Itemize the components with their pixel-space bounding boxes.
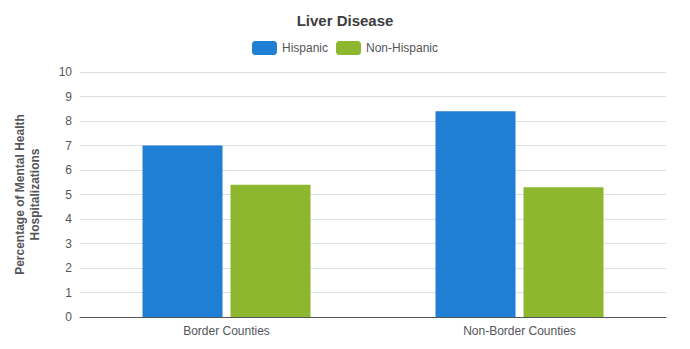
svg-text:7: 7 bbox=[65, 139, 72, 153]
svg-text:Liver Disease: Liver Disease bbox=[297, 12, 394, 29]
svg-text:1: 1 bbox=[65, 286, 72, 300]
svg-text:5: 5 bbox=[65, 188, 72, 202]
svg-text:4: 4 bbox=[65, 212, 72, 226]
svg-text:3: 3 bbox=[65, 237, 72, 251]
svg-text:Border Counties: Border Counties bbox=[183, 324, 270, 338]
svg-text:2: 2 bbox=[65, 261, 72, 275]
svg-text:Hispanic: Hispanic bbox=[282, 41, 328, 55]
svg-text:9: 9 bbox=[65, 90, 72, 104]
svg-text:Percentage of Mental Health: Percentage of Mental Health bbox=[13, 114, 27, 275]
svg-text:Non-Border Counties: Non-Border Counties bbox=[463, 324, 576, 338]
svg-text:Hospitalizations: Hospitalizations bbox=[28, 148, 42, 240]
svg-text:8: 8 bbox=[65, 114, 72, 128]
svg-text:Non-Hispanic: Non-Hispanic bbox=[366, 41, 438, 55]
svg-text:6: 6 bbox=[65, 163, 72, 177]
svg-text:0: 0 bbox=[65, 310, 72, 324]
svg-text:10: 10 bbox=[59, 65, 73, 79]
